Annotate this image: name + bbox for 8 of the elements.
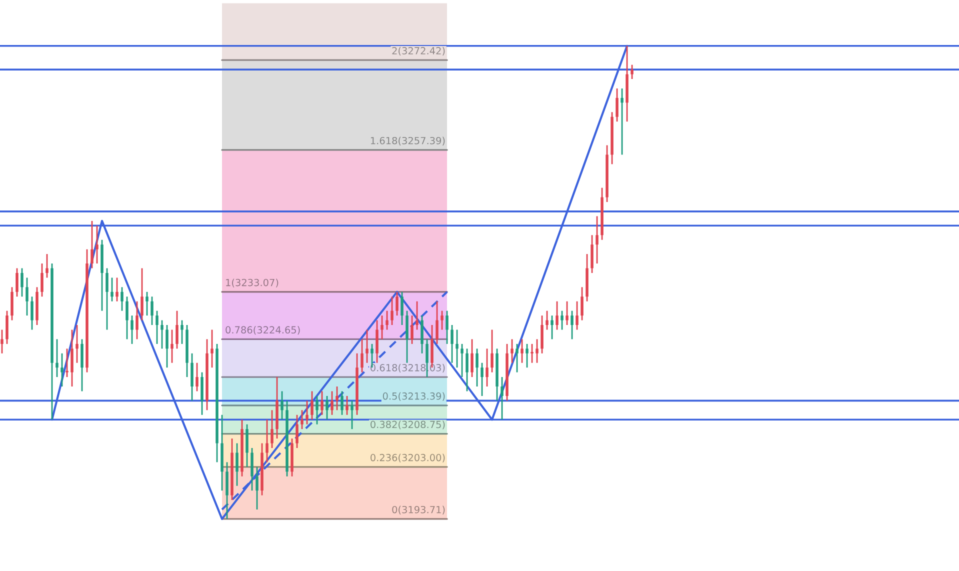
band-label: 1.618(3257.39) — [370, 136, 445, 146]
band-label: 0(3193.71) — [392, 506, 445, 514]
band-label: 2(3272.42) — [392, 46, 445, 56]
band-label: 0.786(3224.65) — [226, 326, 300, 335]
band-label: 0.5(3213.39) — [382, 392, 445, 401]
band-label: 1(3233.07) — [226, 278, 278, 288]
band-label: 0.382(3208.75) — [370, 420, 445, 430]
band-label: 0.236(3203.00) — [370, 454, 445, 462]
